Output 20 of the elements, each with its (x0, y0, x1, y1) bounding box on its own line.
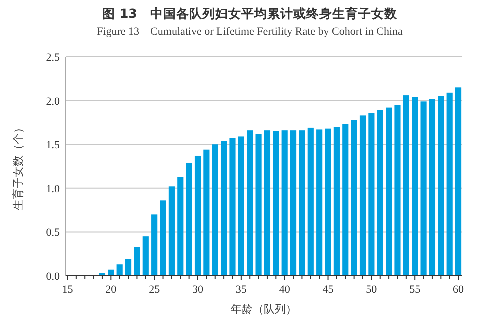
x-tick-label: 60 (453, 284, 465, 296)
x-tick-label: 55 (410, 284, 422, 296)
x-tick-label: 50 (366, 284, 378, 296)
y-tick-label: 1.0 (46, 183, 60, 196)
chart-title: 图 13 中国各队列妇女平均累计或终身生育子女数 (102, 6, 398, 21)
y-tick-label: 2.5 (46, 52, 60, 64)
y-tick-label: 1.5 (46, 140, 60, 152)
x-tick-label: 40 (279, 284, 291, 296)
x-tick-label: 30 (192, 284, 204, 296)
x-tick-label: 35 (236, 284, 248, 296)
y-tick-label: 2.0 (46, 96, 60, 108)
chart-subtitle: Figure 13 Cumulative or Lifetime Fertility Rate by Cohort in China (97, 26, 404, 38)
x-tick-label: 25 (149, 284, 161, 296)
x-tick-label: 45 (322, 284, 334, 296)
x-axis-title: 年龄（队列） (231, 303, 297, 316)
y-axis-title: 生育子女数（个） (12, 122, 25, 210)
x-tick-label: 20 (106, 284, 118, 296)
x-tick-label: 15 (62, 284, 74, 296)
y-tick-label: 0.0 (46, 271, 60, 283)
y-tick-label: 0.5 (46, 227, 60, 240)
